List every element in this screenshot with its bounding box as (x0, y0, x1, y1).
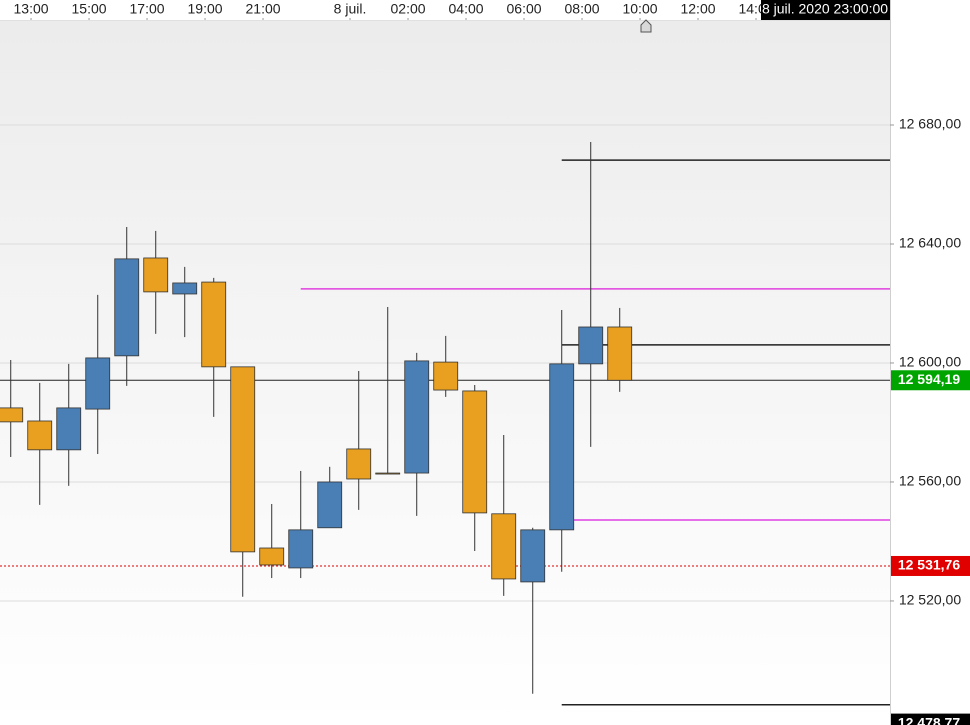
y-tick-label: 12 520,00 (899, 592, 961, 608)
candle-body (114, 258, 140, 357)
candle (462, 384, 488, 551)
candle (520, 527, 546, 694)
candle-body (56, 407, 82, 451)
candle-body (201, 281, 227, 368)
plot (0, 124, 890, 706)
candle-body (288, 529, 314, 569)
price-marker-box (891, 555, 970, 576)
candle (578, 141, 604, 447)
x-tick-label: 17:00 (130, 1, 165, 17)
price-marker-label: 12 478,77 (898, 714, 960, 725)
y-tick-label: 12 640,00 (899, 235, 961, 251)
candle (404, 352, 430, 516)
axes: 12 520,00 12 560,00 12 600,00 12 640,00 12 6… (14, 1, 970, 725)
candle (259, 503, 285, 579)
candle-body (491, 513, 517, 580)
candle-body (172, 282, 198, 295)
candle-body (462, 390, 488, 514)
y-tick-label: 12 600,00 (899, 354, 961, 370)
x-tick-label: 02:00 (391, 1, 426, 17)
candle-body (607, 326, 633, 381)
candle (375, 307, 401, 475)
candle (346, 371, 372, 510)
y-tick-label: 12 560,00 (899, 473, 961, 489)
price-marker-label: 12 531,76 (898, 557, 960, 573)
x-tick-label: 8 juil. (334, 1, 367, 17)
x-tick-label: 08:00 (565, 1, 600, 17)
marker-icon (640, 19, 652, 33)
price-marker-box (891, 370, 970, 391)
candle-body (346, 448, 372, 480)
price-marker-box (891, 713, 970, 725)
x-tick-label: 06:00 (507, 1, 542, 17)
candle-body (27, 420, 53, 451)
x-tick-label: 12:00 (680, 1, 715, 17)
candle (491, 434, 517, 596)
candle-body (143, 257, 169, 293)
candle (85, 294, 111, 455)
x-tick-label: 19:00 (188, 1, 223, 17)
x-tick-label: 04:00 (449, 1, 484, 17)
candle-body (404, 360, 430, 474)
candle (114, 227, 140, 386)
candle (607, 307, 633, 392)
price-marker-label: 12 594,19 (898, 371, 960, 387)
candle-body (0, 407, 24, 423)
candle-body (433, 361, 459, 391)
candle-body (259, 547, 285, 566)
x-tick-label: 21:00 (246, 1, 281, 17)
candle-body (85, 357, 111, 410)
crosshair-box (761, 0, 890, 20)
x-tick-label: 10:00 (622, 1, 657, 17)
candle (201, 277, 227, 417)
x-tick-label: 15:00 (72, 1, 107, 17)
candle (172, 266, 198, 338)
candle (317, 466, 343, 529)
candle (230, 366, 256, 597)
candle-body (317, 481, 343, 529)
candle (288, 470, 314, 579)
x-tick-label: 13:00 (14, 1, 49, 17)
candle-body (578, 326, 604, 365)
candle-body (230, 366, 256, 553)
candle (0, 360, 24, 457)
candle (143, 230, 169, 334)
candle (56, 363, 82, 486)
candle-body (375, 472, 401, 475)
candle (549, 310, 575, 572)
y-tick-label: 12 680,00 (899, 116, 961, 132)
candle-body (549, 363, 575, 531)
candle (433, 335, 459, 397)
candle-body (520, 529, 546, 583)
candle (27, 382, 53, 505)
crosshair-label: 8 juil. 2020 23:00:00 (762, 1, 888, 17)
